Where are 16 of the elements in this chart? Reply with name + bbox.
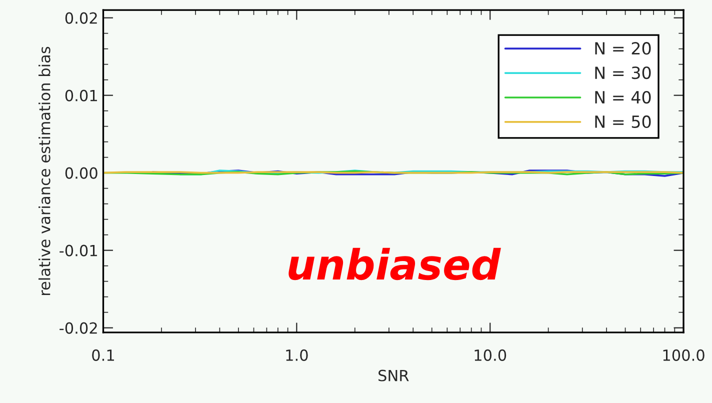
- legend-label: N = 40: [595, 90, 651, 104]
- x-tick-label: 1.0: [286, 349, 308, 361]
- y-tick-label: 0.00: [65, 167, 98, 179]
- legend-label: N = 50: [595, 115, 651, 128]
- x-tick-label: 100.0: [663, 349, 704, 361]
- legend-label: N = 30: [595, 66, 651, 80]
- x-axis-title: SNR: [378, 370, 409, 382]
- y-tick-label: -0.01: [60, 244, 97, 256]
- legend-label: N = 20: [595, 42, 651, 55]
- y-tick-label: 0.01: [65, 90, 97, 102]
- y-tick-label: -0.02: [60, 322, 97, 334]
- x-tick-label: 0.1: [92, 349, 114, 361]
- annotation: unbiased: [288, 248, 501, 280]
- y-tick-label: 0.02: [65, 12, 97, 24]
- y-axis-title: relative variance estimation bias: [38, 46, 50, 296]
- x-tick-label: 10.0: [474, 349, 506, 361]
